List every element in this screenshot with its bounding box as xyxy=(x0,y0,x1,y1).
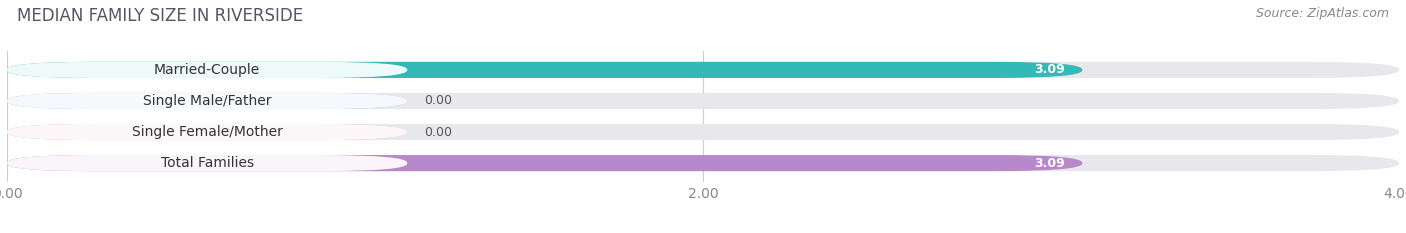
Text: 0.00: 0.00 xyxy=(425,126,453,139)
FancyBboxPatch shape xyxy=(7,62,1399,78)
FancyBboxPatch shape xyxy=(7,124,408,140)
Text: Single Female/Mother: Single Female/Mother xyxy=(132,125,283,139)
FancyBboxPatch shape xyxy=(7,93,408,109)
Text: 3.09: 3.09 xyxy=(1035,63,1064,76)
FancyBboxPatch shape xyxy=(7,62,1083,78)
FancyBboxPatch shape xyxy=(7,155,1083,171)
Text: MEDIAN FAMILY SIZE IN RIVERSIDE: MEDIAN FAMILY SIZE IN RIVERSIDE xyxy=(17,7,304,25)
Text: 0.00: 0.00 xyxy=(425,94,453,107)
Text: Married-Couple: Married-Couple xyxy=(155,63,260,77)
Text: 3.09: 3.09 xyxy=(1035,157,1064,170)
FancyBboxPatch shape xyxy=(7,155,408,171)
FancyBboxPatch shape xyxy=(7,124,1399,140)
Text: Single Male/Father: Single Male/Father xyxy=(143,94,271,108)
FancyBboxPatch shape xyxy=(7,62,408,78)
Text: Source: ZipAtlas.com: Source: ZipAtlas.com xyxy=(1256,7,1389,20)
FancyBboxPatch shape xyxy=(7,155,1399,171)
Text: Total Families: Total Families xyxy=(160,156,253,170)
FancyBboxPatch shape xyxy=(7,93,408,109)
FancyBboxPatch shape xyxy=(7,93,1399,109)
FancyBboxPatch shape xyxy=(7,124,408,140)
